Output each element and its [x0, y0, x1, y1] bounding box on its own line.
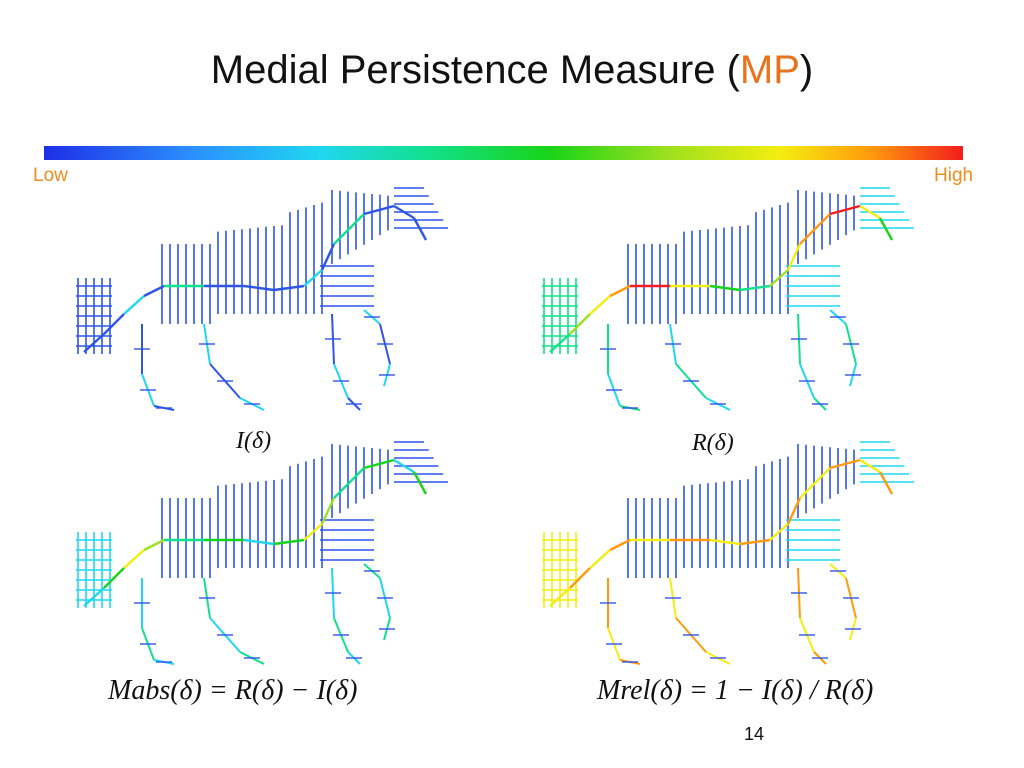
skeleton-main-axis	[412, 471, 428, 495]
skeleton-main-axis	[589, 295, 611, 315]
skeleton-main-axis	[549, 333, 571, 353]
skeleton-main-axis	[333, 467, 365, 499]
skeleton-main-axis	[393, 458, 415, 474]
skeleton-main-axis	[333, 213, 365, 245]
skeleton-main-axis	[569, 567, 591, 589]
colorbar-high-label: High	[934, 165, 974, 186]
title-main: Medial Persistence Measure (	[210, 48, 740, 92]
skeleton-main-axis	[549, 587, 571, 607]
equation-intrinsic: I(δ)	[236, 428, 272, 454]
skeleton-main-axis	[769, 523, 789, 541]
skeleton-main-axis	[123, 549, 145, 569]
colorbar-low-label: Low	[33, 165, 68, 186]
skeleton-main-axis	[103, 313, 125, 335]
skeleton-main-axis	[859, 458, 881, 474]
skeleton-main-axis	[609, 538, 631, 552]
slide-title: Medial Persistence Measure (MP)	[0, 48, 1024, 93]
skeleton-main-axis	[609, 284, 631, 298]
skeleton-main-axis	[412, 217, 428, 241]
skeleton-main-axis	[243, 538, 275, 546]
skeleton-main-axis	[799, 467, 831, 499]
page-number: 14	[744, 724, 765, 744]
skeleton-panel-ridge	[530, 174, 950, 414]
skeleton-main-axis	[143, 538, 165, 552]
skeleton-main-axis	[320, 497, 336, 525]
skeleton-main-axis	[320, 243, 336, 271]
skeleton-main-axis	[273, 538, 305, 546]
skeleton-main-axis	[569, 313, 591, 335]
skeleton-main-axis	[83, 333, 105, 353]
skeleton-main-axis	[859, 204, 881, 220]
equation-mrel: Mrel(δ) = 1 − I(δ) / R(δ)	[597, 675, 874, 706]
skeleton-main-axis	[709, 538, 741, 546]
equation-mabs: Mabs(δ) = R(δ) − I(δ)	[108, 675, 358, 706]
skeleton-main-axis	[739, 538, 771, 546]
skeleton-main-axis	[799, 213, 831, 245]
skeleton-main-axis	[363, 204, 395, 216]
skeleton-panel-mrel	[530, 428, 950, 668]
skeleton-main-axis	[103, 567, 125, 589]
skeleton-main-axis	[273, 284, 305, 292]
skeleton-main-axis	[83, 587, 105, 607]
horse-skeleton-figure	[542, 441, 914, 665]
colorbar	[44, 146, 963, 160]
skeleton-main-axis	[709, 284, 741, 292]
skeleton-main-axis	[878, 217, 894, 241]
skeleton-main-axis	[363, 458, 395, 470]
skeleton-panel-intrinsic	[64, 174, 484, 414]
skeleton-main-axis	[829, 458, 861, 470]
skeleton-main-axis	[303, 523, 323, 541]
skeleton-main-axis	[786, 497, 802, 525]
skeleton-main-axis	[589, 549, 611, 569]
horse-skeleton-figure	[76, 441, 448, 665]
skeleton-main-axis	[393, 204, 415, 220]
horse-skeleton-figure	[76, 187, 448, 411]
skeleton-main-axis	[739, 284, 771, 292]
skeleton-main-axis	[786, 243, 802, 271]
skeleton-panel-mabs	[64, 428, 484, 668]
skeleton-main-axis	[123, 295, 145, 315]
title-end: )	[799, 48, 814, 92]
skeleton-main-axis	[878, 471, 894, 495]
skeleton-main-axis	[303, 269, 323, 287]
skeleton-main-axis	[143, 284, 165, 298]
horse-skeleton-figure	[542, 187, 914, 411]
equation-ridge: R(δ)	[692, 430, 734, 456]
skeleton-main-axis	[769, 269, 789, 287]
skeleton-main-axis	[829, 204, 861, 216]
skeleton-main-axis	[243, 284, 275, 292]
title-accent: MP	[739, 48, 800, 92]
